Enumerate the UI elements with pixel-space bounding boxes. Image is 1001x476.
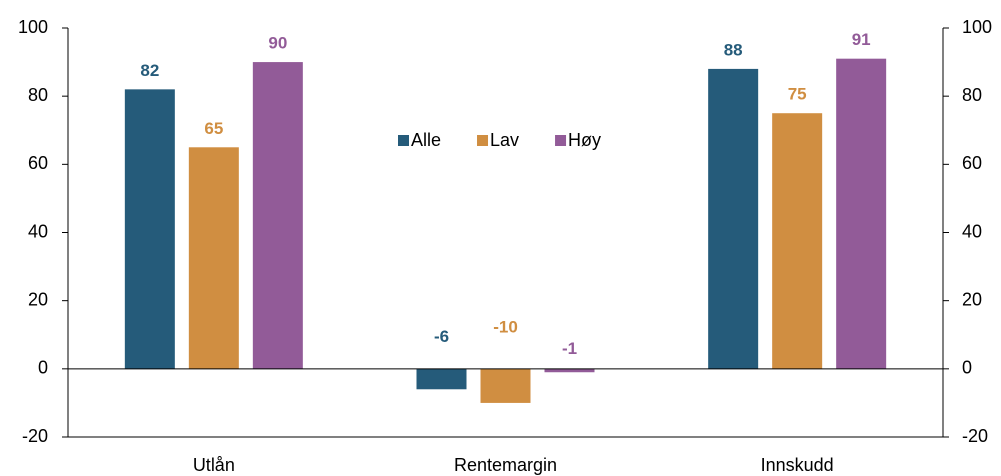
bar: [188, 147, 239, 369]
value-label: 91: [852, 30, 871, 49]
value-label: -1: [562, 339, 577, 358]
y2-tick-label: 20: [962, 289, 982, 309]
legend-swatch: [555, 135, 567, 146]
value-label: 75: [788, 85, 807, 104]
y2-tick-label: 60: [962, 153, 982, 173]
y2-tick-label: -20: [962, 426, 988, 446]
y2-tick-label: 40: [962, 221, 982, 241]
y2-tick-label: 100: [962, 17, 992, 37]
bar: [708, 68, 759, 369]
x-tick-label: Rentemargin: [454, 455, 557, 475]
bar: [480, 368, 531, 403]
y-tick-label: 40: [28, 221, 48, 241]
y-tick-label: 80: [28, 85, 48, 105]
legend-swatch: [477, 135, 489, 146]
bar: [252, 62, 303, 369]
bar: [416, 368, 467, 390]
y2-tick-label: 80: [962, 85, 982, 105]
y-tick-label: -20: [22, 426, 48, 446]
y2-tick-label: 0: [962, 358, 972, 378]
x-tick-label: Utlån: [193, 455, 235, 475]
y-tick-label: 0: [38, 358, 48, 378]
y-tick-label: 60: [28, 153, 48, 173]
bar: [124, 89, 175, 369]
value-label: 65: [204, 119, 223, 138]
legend-swatch: [398, 135, 409, 146]
value-label: -10: [493, 317, 518, 336]
y-tick-label: 20: [28, 289, 48, 309]
legend-label: Høy: [568, 130, 601, 150]
bar: [836, 58, 887, 369]
value-label: 82: [140, 61, 159, 80]
x-tick-label: Innskudd: [761, 455, 834, 475]
value-label: -6: [434, 327, 449, 346]
bar: [772, 113, 823, 369]
legend-label: Alle: [411, 130, 441, 150]
value-label: 90: [268, 34, 287, 53]
legend-label: Lav: [490, 130, 519, 150]
bar: [544, 368, 595, 373]
y-tick-label: 100: [18, 17, 48, 37]
value-label: 88: [724, 40, 743, 59]
